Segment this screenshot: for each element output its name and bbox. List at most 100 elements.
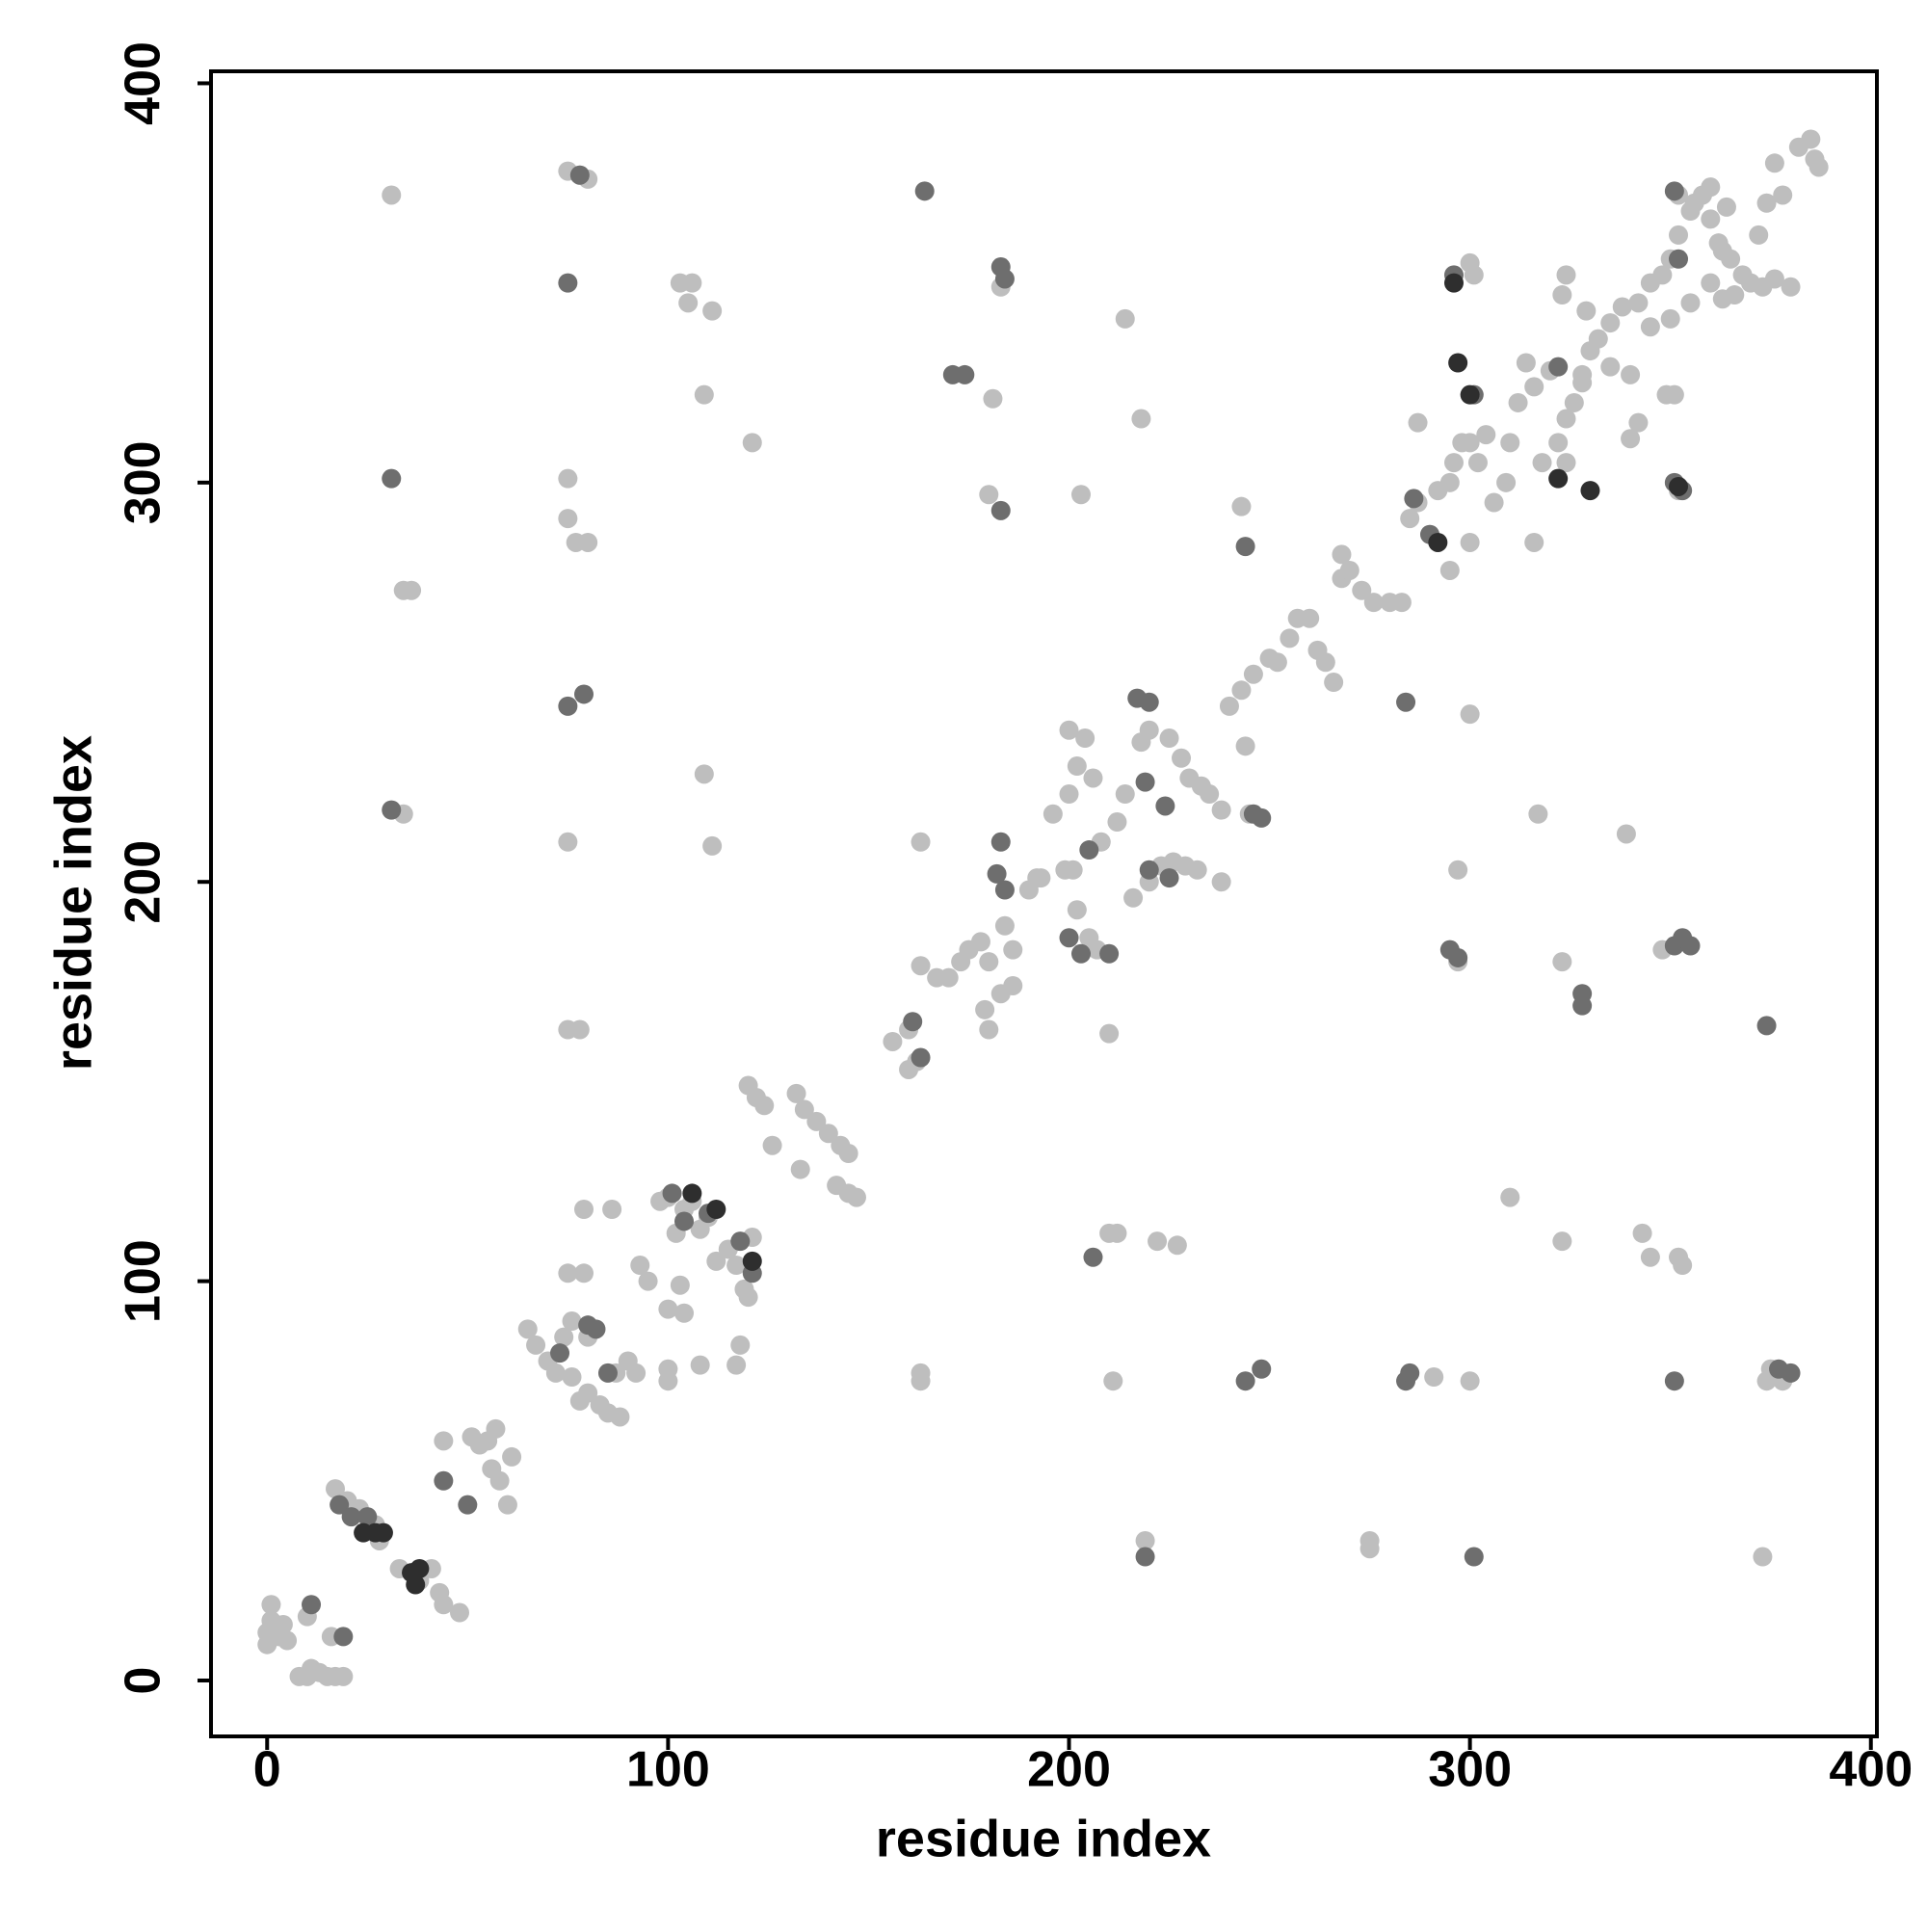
data-point xyxy=(382,468,402,489)
data-point xyxy=(794,1099,814,1120)
data-point xyxy=(979,1019,999,1040)
data-point xyxy=(569,1019,590,1040)
data-point xyxy=(1680,936,1701,956)
data-point xyxy=(497,1495,517,1515)
data-point xyxy=(1464,265,1484,285)
data-point xyxy=(1400,1363,1420,1383)
data-point xyxy=(674,1303,695,1323)
data-point xyxy=(754,1096,775,1116)
data-point xyxy=(1508,392,1528,412)
data-point xyxy=(1159,868,1179,888)
data-point xyxy=(1764,153,1784,173)
data-point xyxy=(994,915,1015,936)
data-point xyxy=(434,1470,454,1491)
data-point xyxy=(1103,1371,1123,1391)
data-point xyxy=(1339,560,1359,580)
data-point xyxy=(626,1363,647,1383)
data-point xyxy=(1139,860,1159,880)
data-point xyxy=(1673,1256,1693,1276)
data-point xyxy=(658,1371,678,1391)
data-point xyxy=(742,433,762,453)
y-tick-label: 300 xyxy=(116,440,172,524)
y-axis-title: residue index xyxy=(44,735,102,1071)
data-point xyxy=(990,500,1011,520)
data-point xyxy=(1516,353,1536,373)
data-point xyxy=(573,684,594,704)
data-point xyxy=(1443,273,1464,293)
data-point xyxy=(1352,580,1372,600)
data-point xyxy=(1267,652,1287,673)
data-point xyxy=(1428,532,1448,552)
data-point xyxy=(1781,277,1801,297)
data-point xyxy=(545,1363,566,1383)
data-point xyxy=(597,1363,618,1383)
data-point xyxy=(562,1367,582,1388)
data-point xyxy=(970,932,990,952)
data-point xyxy=(1612,297,1632,317)
data-point xyxy=(333,1627,354,1647)
plot-frame xyxy=(209,69,1879,1738)
data-point xyxy=(1467,453,1488,473)
data-point xyxy=(1552,285,1572,305)
data-point xyxy=(1808,157,1829,177)
data-point xyxy=(990,832,1011,852)
data-point xyxy=(682,273,702,293)
data-point xyxy=(1155,796,1175,816)
data-point xyxy=(994,880,1015,900)
data-point xyxy=(702,835,723,856)
data-point xyxy=(1460,532,1480,552)
data-point xyxy=(1548,433,1569,453)
data-point xyxy=(1059,928,1079,948)
data-point xyxy=(979,485,999,505)
data-point xyxy=(786,1083,806,1103)
data-point xyxy=(1083,768,1103,788)
data-point xyxy=(1460,433,1480,453)
data-point xyxy=(1484,492,1504,513)
data-point xyxy=(1496,472,1517,492)
data-point xyxy=(1524,377,1544,397)
data-point xyxy=(1652,265,1673,285)
data-point xyxy=(1172,748,1192,768)
data-point xyxy=(1621,364,1641,384)
data-point xyxy=(1235,537,1255,557)
data-point xyxy=(818,1124,838,1144)
data-point xyxy=(1139,692,1159,712)
data-point xyxy=(1460,1371,1480,1391)
x-tick-label: 0 xyxy=(253,1742,281,1798)
data-point xyxy=(610,1407,630,1427)
data-point xyxy=(1460,384,1480,405)
data-point xyxy=(706,1200,726,1220)
data-point xyxy=(1315,652,1335,673)
x-tick-label: 300 xyxy=(1428,1742,1512,1798)
data-point xyxy=(330,1495,350,1515)
data-point xyxy=(1219,696,1239,716)
data-point xyxy=(1701,273,1721,293)
data-point xyxy=(382,185,402,205)
data-point xyxy=(674,1211,695,1231)
data-point xyxy=(406,1575,426,1595)
data-point xyxy=(1300,608,1320,628)
data-point xyxy=(911,956,931,976)
data-point xyxy=(994,269,1015,289)
data-point xyxy=(586,1319,606,1339)
data-point xyxy=(726,1256,747,1276)
data-point xyxy=(469,1435,489,1455)
data-point xyxy=(1252,807,1272,828)
data-point xyxy=(1135,1547,1155,1567)
data-point xyxy=(558,509,578,529)
data-point xyxy=(762,1135,782,1155)
data-point xyxy=(1448,353,1468,373)
data-point xyxy=(602,1200,622,1220)
data-point xyxy=(1684,193,1704,213)
data-point xyxy=(1756,1016,1777,1036)
data-point xyxy=(1660,308,1680,329)
data-point xyxy=(1580,481,1600,501)
data-point xyxy=(1027,868,1047,888)
data-point xyxy=(1067,900,1087,920)
data-point xyxy=(983,388,1003,409)
data-point xyxy=(1448,860,1468,880)
data-point xyxy=(678,293,699,313)
data-point xyxy=(1324,673,1344,693)
data-point xyxy=(846,1187,866,1207)
data-point xyxy=(1139,720,1159,740)
